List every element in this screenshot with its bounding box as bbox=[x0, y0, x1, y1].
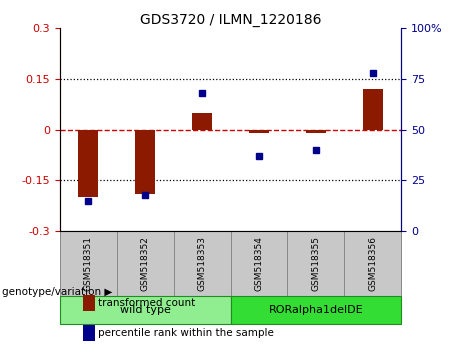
Text: GSM518354: GSM518354 bbox=[254, 236, 263, 291]
FancyBboxPatch shape bbox=[287, 231, 344, 296]
Bar bbox=[249, 130, 269, 133]
FancyBboxPatch shape bbox=[60, 231, 117, 296]
Title: GDS3720 / ILMN_1220186: GDS3720 / ILMN_1220186 bbox=[140, 13, 321, 27]
FancyBboxPatch shape bbox=[60, 296, 230, 324]
Text: GSM518356: GSM518356 bbox=[368, 236, 377, 291]
Text: genotype/variation ▶: genotype/variation ▶ bbox=[2, 287, 112, 297]
Bar bbox=[78, 130, 98, 197]
Bar bbox=[363, 89, 383, 130]
Text: GSM518355: GSM518355 bbox=[311, 236, 320, 291]
Bar bbox=[306, 130, 326, 133]
Text: GSM518351: GSM518351 bbox=[84, 236, 93, 291]
Text: wild type: wild type bbox=[120, 305, 171, 315]
Bar bbox=[135, 130, 155, 194]
Text: RORalpha1delDE: RORalpha1delDE bbox=[268, 305, 363, 315]
FancyBboxPatch shape bbox=[174, 231, 230, 296]
FancyBboxPatch shape bbox=[117, 231, 174, 296]
FancyBboxPatch shape bbox=[230, 296, 401, 324]
FancyBboxPatch shape bbox=[344, 231, 401, 296]
Text: percentile rank within the sample: percentile rank within the sample bbox=[98, 329, 274, 338]
Bar bbox=[192, 113, 212, 130]
Text: GSM518352: GSM518352 bbox=[141, 236, 150, 291]
FancyBboxPatch shape bbox=[230, 231, 287, 296]
Text: transformed count: transformed count bbox=[98, 298, 195, 308]
Text: GSM518353: GSM518353 bbox=[198, 236, 207, 291]
